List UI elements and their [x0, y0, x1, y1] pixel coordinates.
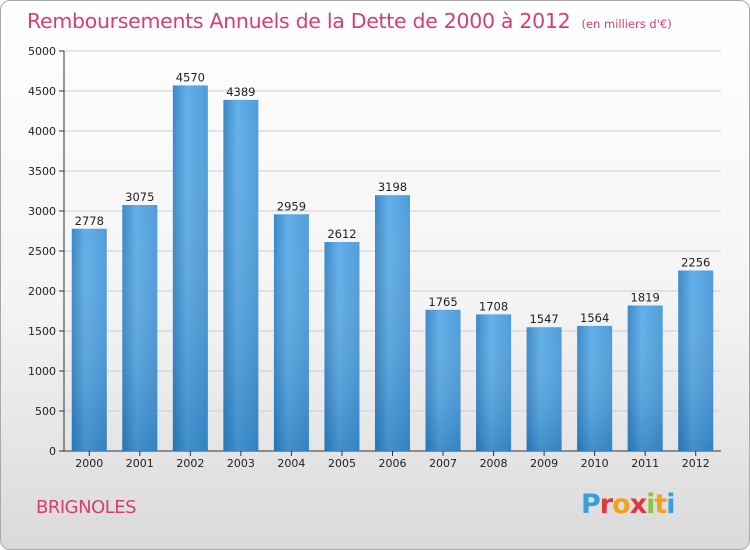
- y-tick-label: 4500: [28, 85, 56, 98]
- y-tick-label: 0: [49, 445, 56, 458]
- bar-shade: [678, 270, 714, 451]
- bar-shade: [627, 305, 663, 451]
- logo-letter: i: [646, 489, 655, 520]
- x-tick-label: 2003: [227, 457, 255, 470]
- y-tick-label: 5000: [28, 45, 56, 58]
- logo-letter: r: [599, 489, 613, 520]
- bar-shade: [577, 325, 613, 451]
- data-label: 1819: [631, 290, 660, 304]
- logo-letter: t: [654, 489, 667, 520]
- y-tick-label: 3500: [28, 165, 56, 178]
- chart-subtitle: (en milliers d'€): [581, 17, 672, 31]
- data-label: 4570: [176, 70, 205, 84]
- logo-letter: i: [666, 489, 675, 520]
- y-tick-label: 1000: [28, 365, 56, 378]
- bar-shade: [526, 327, 562, 451]
- x-tick-label: 2006: [379, 457, 407, 470]
- data-label: 3198: [378, 180, 407, 194]
- bar-shade: [223, 99, 259, 451]
- bar-shade: [122, 205, 158, 451]
- bar-shade: [476, 314, 512, 451]
- commune-name: BRIGNOLES: [36, 497, 137, 518]
- proxiti-logo: Proxiti: [581, 489, 676, 520]
- bar-shade: [71, 228, 107, 451]
- x-tick-label: 2008: [480, 457, 508, 470]
- data-label: 1765: [428, 295, 457, 309]
- data-label: 1564: [580, 311, 609, 325]
- data-label: 2256: [681, 256, 710, 270]
- x-tick-label: 2001: [126, 457, 154, 470]
- bar-shade: [324, 242, 360, 451]
- data-labels: 2778 3075 4570 4389 2959 2612 3198 1765 1708 1547…: [75, 70, 711, 326]
- data-label: 1708: [479, 299, 508, 313]
- x-tick-label: 2011: [631, 457, 659, 470]
- data-label: 1547: [529, 312, 558, 326]
- x-tick-label: 2000: [75, 457, 103, 470]
- data-label: 4389: [226, 85, 255, 99]
- bar-shade: [375, 195, 410, 451]
- chart-title: Remboursements Annuels de la Dette de 20…: [27, 9, 672, 33]
- data-label: 2612: [327, 227, 356, 241]
- logo-letter: P: [581, 489, 601, 520]
- bars: [71, 85, 714, 452]
- bar-shade: [425, 309, 461, 451]
- chart-title-text: Remboursements Annuels de la Dette de 20…: [27, 9, 571, 33]
- axes: 0 500 1000 1500 2000 2500 3000 3500 4000 4500 5000…: [28, 45, 721, 470]
- x-tick-label: 2007: [429, 457, 457, 470]
- y-tick-label: 1500: [28, 325, 56, 338]
- y-tick-label: 2500: [28, 245, 56, 258]
- x-tick-label: 2004: [277, 457, 305, 470]
- data-label: 3075: [125, 190, 154, 204]
- y-tick-label: 3000: [28, 205, 56, 218]
- logo-letter: x: [629, 489, 647, 520]
- logo-letter: o: [612, 489, 631, 520]
- data-label: 2959: [277, 199, 306, 213]
- y-tick-label: 2000: [28, 285, 56, 298]
- bar-shade: [172, 85, 208, 452]
- x-tick-label: 2012: [682, 457, 710, 470]
- x-tick-label: 2010: [581, 457, 609, 470]
- data-label: 2778: [75, 214, 104, 228]
- x-tick-label: 2002: [176, 457, 204, 470]
- x-tick-label: 2005: [328, 457, 356, 470]
- x-tick-label: 2009: [530, 457, 558, 470]
- bar-shade: [273, 214, 309, 451]
- y-tick-label: 500: [35, 405, 56, 418]
- y-tick-label: 4000: [28, 125, 56, 138]
